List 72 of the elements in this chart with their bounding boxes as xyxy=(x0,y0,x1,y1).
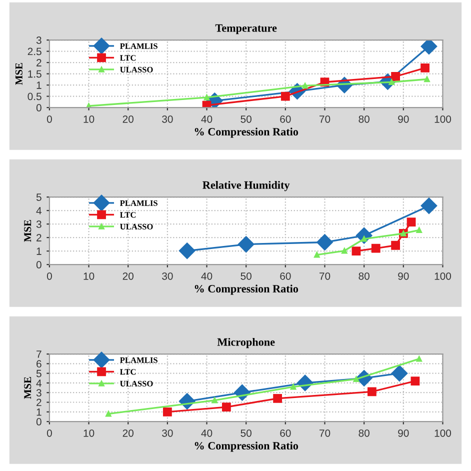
legend-label: ULASSO xyxy=(120,66,153,72)
legend-label: PLAMLIS xyxy=(120,43,158,49)
legend-label: ULASSO xyxy=(120,224,153,230)
y-tick-label: 1 xyxy=(36,82,42,89)
x-tick-label: 40 xyxy=(201,272,212,280)
y-tick-label: 2 xyxy=(36,398,42,406)
x-tick-label: 100 xyxy=(434,272,452,280)
x-tick-label: 30 xyxy=(162,272,173,280)
x-tick-label: 80 xyxy=(358,429,370,437)
y-tick-label: 0 xyxy=(36,261,42,268)
x-tick-label: 0 xyxy=(46,429,52,437)
y-tick-label: 0 xyxy=(36,418,42,426)
y-tick-label: 0 xyxy=(36,104,42,112)
x-tick-label: 40 xyxy=(201,115,212,123)
x-axis-title: % Compression Ratio xyxy=(194,442,298,452)
x-tick-label: 30 xyxy=(162,429,173,437)
legend-label: PLAMLIS xyxy=(120,357,158,363)
x-tick-label: 40 xyxy=(201,429,212,437)
chart-title: Temperature xyxy=(215,24,277,34)
x-tick-label: 10 xyxy=(84,272,94,280)
x-tick-label: 50 xyxy=(240,272,252,280)
y-tick-label: 3 xyxy=(36,36,42,44)
legend-label: LTC xyxy=(120,55,136,61)
y-tick-label: 3 xyxy=(36,220,42,228)
y-tick-label: 3 xyxy=(36,389,42,396)
x-tick-label: 100 xyxy=(434,429,452,437)
y-tick-label: 4 xyxy=(36,207,42,214)
legend-label: PLAMLIS xyxy=(120,200,158,206)
x-tick-label: 30 xyxy=(162,115,173,123)
x-tick-label: 60 xyxy=(280,272,291,280)
x-tick-label: 90 xyxy=(398,429,409,437)
x-tick-label: 100 xyxy=(434,115,452,123)
x-tick-label: 90 xyxy=(398,272,409,280)
y-tick-label: 2 xyxy=(36,59,42,66)
y-tick-label: 1 xyxy=(36,248,42,255)
y-axis-title: MSE xyxy=(24,377,32,399)
y-axis-title: MSE xyxy=(15,63,22,85)
x-tick-label: 80 xyxy=(358,272,370,280)
x-axis-title: % Compression Ratio xyxy=(194,128,298,138)
legend-label: LTC xyxy=(120,369,136,375)
y-tick-label: 2.5 xyxy=(28,48,42,56)
x-tick-label: 10 xyxy=(84,115,94,123)
x-tick-label: 70 xyxy=(319,115,330,123)
y-tick-label: 7 xyxy=(36,350,42,358)
x-tick-label: 10 xyxy=(84,429,94,437)
x-tick-label: 20 xyxy=(122,429,134,437)
x-tick-label: 80 xyxy=(358,115,370,123)
x-tick-label: 60 xyxy=(280,115,291,123)
x-tick-label: 50 xyxy=(240,115,252,123)
y-tick-label: 1 xyxy=(36,408,42,416)
x-tick-label: 90 xyxy=(398,115,409,123)
chart-title: Microphone xyxy=(217,338,275,348)
chart-title: Relative Humidity xyxy=(202,180,290,192)
x-tick-label: 20 xyxy=(122,115,134,123)
y-axis-title: MSE xyxy=(24,220,32,242)
y-tick-label: 1.5 xyxy=(28,70,42,78)
x-tick-label: 70 xyxy=(319,429,330,437)
y-tick-label: 4 xyxy=(36,380,42,387)
x-tick-label: 70 xyxy=(319,272,330,280)
x-tick-label: 0 xyxy=(46,115,52,123)
x-tick-label: 60 xyxy=(280,429,291,437)
x-tick-label: 50 xyxy=(240,429,252,437)
y-tick-label: 5 xyxy=(36,370,42,378)
x-axis-title: % Compression Ratio xyxy=(194,284,298,295)
legend-label: LTC xyxy=(120,212,136,218)
y-tick-label: 6 xyxy=(36,360,42,368)
x-tick-label: 20 xyxy=(122,272,134,280)
y-tick-label: 0.5 xyxy=(28,92,42,100)
y-tick-label: 2 xyxy=(36,234,42,242)
legend-label: ULASSO xyxy=(120,380,153,386)
x-tick-label: 0 xyxy=(46,272,52,280)
y-tick-label: 5 xyxy=(36,194,42,201)
